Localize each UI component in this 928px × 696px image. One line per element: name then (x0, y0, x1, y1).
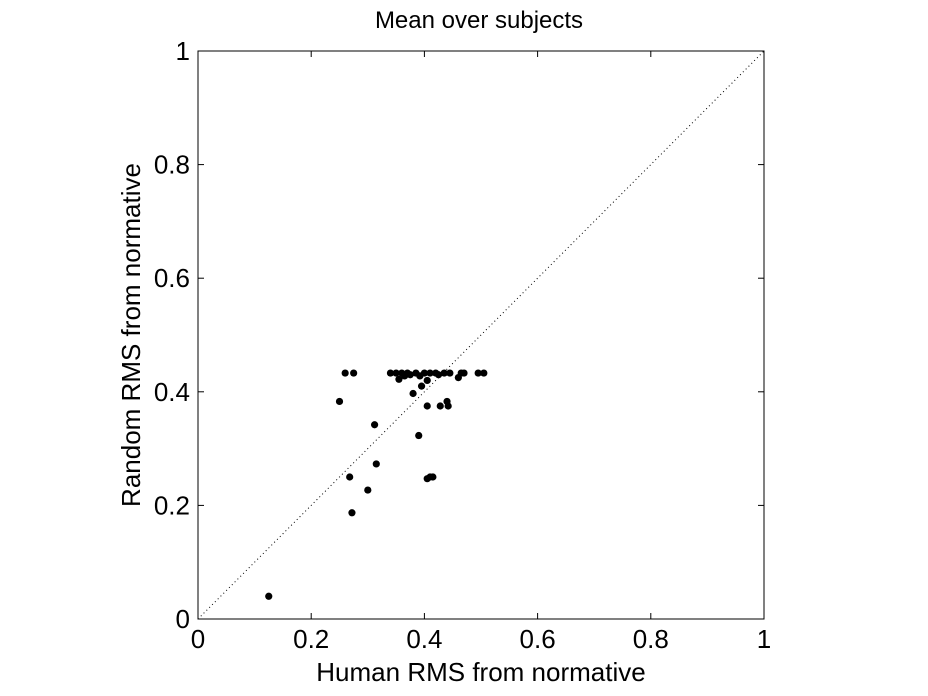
data-point (446, 369, 454, 377)
y-tick-label: 0.2 (154, 490, 190, 520)
data-point (436, 402, 444, 410)
x-tick-label: 0.4 (406, 624, 442, 654)
data-point (474, 369, 482, 377)
data-point (429, 473, 437, 481)
data-point (426, 369, 434, 377)
data-point (265, 592, 273, 600)
data-point (409, 389, 417, 398)
data-point (440, 369, 448, 377)
data-point (480, 369, 488, 377)
y-tick-label: 0.8 (154, 150, 190, 180)
y-tick-label: 1 (176, 36, 190, 66)
data-point (406, 371, 414, 379)
y-tick-label: 0.4 (154, 377, 190, 407)
data-point (346, 473, 354, 481)
data-point (348, 509, 356, 517)
axis-ticks: 0 0.2 0.4 0.6 0.8 1 0 0.2 0.4 0.6 0.8 1 (154, 36, 771, 654)
data-point (341, 369, 349, 377)
y-axis-label: Random RMS from normative (116, 163, 146, 507)
data-point (444, 402, 452, 410)
data-point (395, 375, 403, 383)
data-point (434, 371, 443, 379)
x-tick-label: 0.2 (293, 624, 329, 654)
diagonal-reference-line (197, 50, 765, 620)
data-point (370, 421, 379, 429)
data-point (392, 369, 400, 377)
data-point (350, 369, 358, 377)
x-axis-label: Human RMS from normative (316, 657, 645, 687)
data-point (372, 460, 380, 468)
plot-area: 0 0.2 0.4 0.6 0.8 1 0 0.2 0.4 0.6 0.8 1 (154, 36, 771, 654)
x-tick-label: 0 (191, 624, 205, 654)
x-tick-label: 0.8 (633, 624, 669, 654)
data-point (460, 369, 468, 377)
data-point (417, 382, 426, 390)
x-tick-label: 1 (757, 624, 771, 654)
y-tick-label: 0.6 (154, 263, 190, 293)
data-point (335, 397, 344, 406)
data-point (423, 402, 431, 410)
data-point (386, 369, 395, 377)
data-point (364, 486, 372, 494)
data-point (423, 475, 431, 483)
data-points (265, 369, 488, 600)
data-point (415, 431, 423, 440)
chart-title: Mean over subjects (375, 7, 583, 34)
y-tick-label: 0 (176, 604, 190, 634)
data-point (423, 376, 431, 385)
data-point (420, 369, 428, 377)
x-tick-label: 0.6 (520, 624, 556, 654)
